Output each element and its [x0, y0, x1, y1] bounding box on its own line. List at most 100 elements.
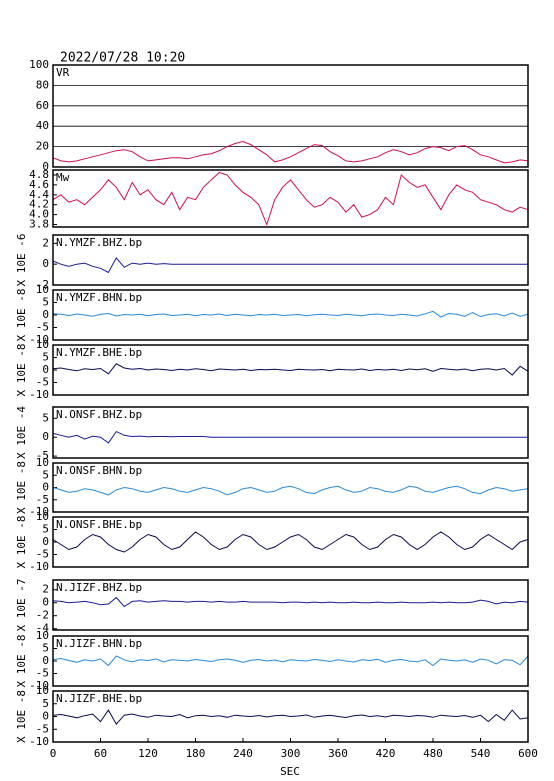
- y-axis-label: X 10E -8: [15, 516, 28, 569]
- y-tick-label: 10: [36, 510, 49, 523]
- y-tick-label: 2: [42, 236, 49, 249]
- y-tick-label: -10: [29, 679, 49, 692]
- y-tick-label: 0: [42, 430, 49, 443]
- y-axis-label: X 10E -8: [15, 635, 28, 688]
- trace: [52, 531, 529, 553]
- y-axis-label: X 10E -8: [15, 289, 28, 342]
- y-tick-label: 5: [42, 296, 49, 309]
- x-tick-label: 300: [281, 747, 301, 760]
- panel-label: Mw: [56, 171, 70, 184]
- y-tick-label: 60: [36, 99, 49, 112]
- y-tick-label: 5: [42, 523, 49, 536]
- y-tick-label: 0: [42, 596, 49, 609]
- y-tick-label: 4.4: [29, 188, 49, 201]
- y-axis-label: X 10E -7: [15, 579, 28, 632]
- y-tick-label: 100: [29, 58, 49, 71]
- panel-frame: [52, 635, 529, 687]
- trace: [52, 430, 528, 444]
- y-tick-label: 4.0: [29, 208, 49, 221]
- y-tick-label: -10: [29, 560, 49, 573]
- panel-label: N.YMZF.BHE.bp: [56, 346, 142, 359]
- y-tick-label: -2: [36, 278, 49, 291]
- panel-frame: [52, 516, 529, 568]
- y-tick-label: -10: [29, 735, 49, 748]
- panel-frame: [52, 406, 529, 459]
- trace: [52, 596, 529, 608]
- y-tick-label: 0: [42, 481, 49, 494]
- y-tick-label: 5: [42, 351, 49, 364]
- y-tick-label: 0: [42, 654, 49, 667]
- y-tick-label: 4.8: [29, 168, 49, 181]
- chart-title: 2022/07/28 10:20: [60, 51, 185, 66]
- panel-frame: [52, 579, 529, 631]
- y-axis-label: X 10E -8: [15, 344, 28, 397]
- y-tick-label: -2: [36, 609, 49, 622]
- panel-label: N.JIZF.BHZ.bp: [56, 581, 142, 594]
- panel-frame: [52, 234, 529, 286]
- y-tick-label: 10: [36, 456, 49, 469]
- y-tick-label: -5: [36, 722, 49, 735]
- y-tick-label: -5: [36, 321, 49, 334]
- x-tick-label: 600: [518, 747, 538, 760]
- y-tick-label: 0: [42, 308, 49, 321]
- trace: [52, 257, 528, 274]
- y-tick-label: 10: [36, 283, 49, 296]
- y-tick-label: 10: [36, 629, 49, 642]
- x-tick-label: 420: [376, 747, 396, 760]
- x-tick-label: 540: [471, 747, 491, 760]
- panel-label: VR: [56, 66, 70, 79]
- y-axis-label: X 10E -4: [15, 406, 28, 459]
- panel-label: N.YMZF.BHN.bp: [56, 291, 142, 304]
- trace: [52, 655, 529, 667]
- y-tick-label: 40: [36, 119, 49, 132]
- y-tick-label: 0: [42, 710, 49, 723]
- x-tick-label: 0: [50, 747, 57, 760]
- trace: [52, 140, 529, 164]
- y-tick-label: 4.6: [29, 178, 49, 191]
- y-axis-label: X 10E -8: [15, 461, 28, 514]
- y-axis-label: X 10E -6: [15, 234, 28, 287]
- trace: [52, 709, 529, 725]
- y-tick-label: 5: [42, 697, 49, 710]
- x-tick-label: 480: [423, 747, 443, 760]
- panel-frame: [52, 64, 529, 168]
- x-tick-label: 360: [328, 747, 348, 760]
- trace: [52, 363, 529, 376]
- y-tick-label: 4.2: [29, 198, 49, 211]
- x-tick-label: 60: [94, 747, 107, 760]
- panel-label: N.JIZF.BHN.bp: [56, 637, 142, 650]
- trace: [52, 171, 529, 226]
- y-tick-label: 0: [42, 257, 49, 270]
- y-tick-label: 5: [42, 411, 49, 424]
- panel-label: N.ONSF.BHZ.bp: [56, 408, 142, 421]
- y-tick-label: 3.8: [29, 218, 49, 231]
- y-tick-label: -5: [36, 667, 49, 680]
- x-tick-label: 240: [233, 747, 253, 760]
- y-tick-label: -10: [29, 505, 49, 518]
- panel-frame: [52, 289, 529, 341]
- y-tick-label: 0: [42, 535, 49, 548]
- y-tick-label: -5: [36, 548, 49, 561]
- y-tick-label: -10: [29, 333, 49, 346]
- y-tick-label: -5: [36, 376, 49, 389]
- panel-label: N.JIZF.BHE.bp: [56, 692, 142, 705]
- trace: [52, 310, 529, 318]
- panel-label: N.YMZF.BHZ.bp: [56, 236, 142, 249]
- y-tick-label: 80: [36, 78, 49, 91]
- y-tick-label: -10: [29, 388, 49, 401]
- y-tick-label: 5: [42, 468, 49, 481]
- y-tick-label: 10: [36, 338, 49, 351]
- y-tick-label: -5: [36, 449, 49, 462]
- y-tick-label: 2: [42, 583, 49, 596]
- y-tick-label: 0: [42, 363, 49, 376]
- panel-frame: [52, 169, 529, 228]
- panel-label: N.ONSF.BHE.bp: [56, 518, 142, 531]
- x-tick-label: 120: [138, 747, 158, 760]
- y-tick-label: -5: [36, 493, 49, 506]
- y-axis-label: X 10E -8: [15, 690, 28, 743]
- panel-frame: [52, 344, 529, 396]
- y-tick-label: -4: [36, 622, 50, 635]
- trace: [52, 485, 529, 496]
- panel-frame: [52, 462, 529, 513]
